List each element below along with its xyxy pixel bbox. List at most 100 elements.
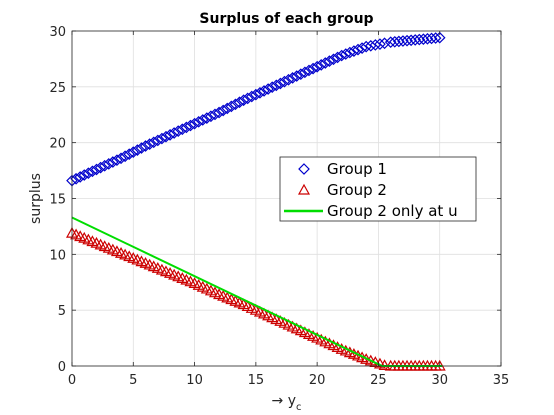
data-point [119, 150, 131, 163]
x-tick-label: 10 [186, 373, 203, 388]
data-point [319, 57, 332, 69]
x-tick-label: 5 [129, 373, 137, 388]
data-point [258, 85, 270, 97]
data-point [274, 77, 287, 90]
data-point [82, 167, 95, 180]
data-point [348, 45, 360, 57]
data-point [90, 163, 103, 176]
y-tick-label: 10 [49, 248, 66, 263]
data-point [254, 86, 266, 99]
data-point [315, 59, 328, 71]
data-point [74, 171, 87, 183]
legend-symbol-group-2 [297, 183, 311, 195]
data-point [352, 43, 364, 56]
data-point [160, 130, 172, 143]
data-point [205, 110, 217, 123]
data-point [139, 140, 152, 152]
legend-label-group-2: Group 2 [327, 181, 387, 199]
data-point [192, 115, 205, 128]
data-point [70, 172, 82, 185]
data-point [217, 104, 230, 117]
data-point [151, 134, 164, 147]
data-point [184, 119, 197, 132]
data-point [307, 62, 319, 75]
data-point [94, 161, 107, 174]
data-point [360, 40, 373, 53]
data-point [135, 142, 148, 154]
legend-marker-diamond [298, 163, 310, 175]
x-axis-title-main: → y [272, 393, 296, 409]
data-point [229, 98, 242, 111]
data-point [282, 73, 295, 86]
data-point [86, 165, 99, 178]
data-point [278, 75, 291, 88]
data-point [294, 68, 307, 81]
y-axis-title: surplus [28, 173, 44, 224]
x-tick-label: 0 [68, 373, 76, 388]
x-tick-label: 30 [431, 373, 448, 388]
x-axis-title: → yc [272, 393, 302, 413]
data-point [115, 152, 127, 165]
data-point [188, 117, 201, 130]
data-point [172, 125, 185, 137]
data-point [107, 156, 119, 168]
data-point [200, 112, 213, 124]
data-point [374, 38, 386, 50]
data-point [378, 37, 391, 50]
data-point [156, 132, 168, 145]
data-point [143, 138, 156, 151]
legend-label-group-2-only-at-u: Group 2 only at u [327, 202, 458, 220]
x-tick-label: 20 [309, 373, 326, 388]
data-point [147, 136, 160, 149]
data-point [102, 158, 115, 170]
data-point [369, 39, 382, 51]
data-point [331, 51, 344, 64]
data-point [180, 121, 193, 134]
legend-symbol-group-1 [298, 163, 310, 175]
data-point [213, 106, 225, 119]
data-point [262, 83, 274, 95]
data-point [270, 79, 283, 92]
y-tick-label: 30 [49, 25, 66, 40]
data-point [303, 64, 315, 77]
data-point [98, 159, 111, 172]
x-axis-title-subscript: c [296, 402, 302, 413]
data-point [168, 127, 180, 139]
data-point [241, 92, 254, 105]
y-tick-label: 5 [58, 304, 66, 319]
data-point [127, 146, 140, 159]
data-point [209, 108, 221, 121]
x-tick-label: 35 [493, 373, 510, 388]
series-layer [65, 31, 446, 371]
chart-title: Surplus of each group [199, 11, 373, 27]
data-point [339, 48, 352, 60]
y-tick-label: 0 [58, 360, 66, 375]
ticks: 0 5 10 15 20 25 30 35 0 5 10 15 20 25 30 [49, 25, 509, 388]
data-point [364, 39, 377, 52]
data-point [335, 49, 348, 62]
legend-label-group-1: Group 1 [327, 160, 387, 178]
data-point [225, 100, 238, 113]
data-point [343, 46, 356, 59]
data-point [299, 66, 311, 79]
y-tick-label: 15 [49, 193, 66, 208]
data-point [290, 70, 303, 82]
data-point [131, 144, 144, 156]
y-tick-label: 25 [49, 81, 66, 96]
data-point [123, 148, 136, 161]
data-point [286, 72, 299, 84]
data-point [245, 90, 258, 103]
data-point [250, 88, 262, 101]
data-point [164, 129, 176, 141]
data-point [311, 60, 323, 73]
y-tick-label: 20 [49, 137, 66, 152]
legend: Group 1 Group 2 Group 2 only at u [279, 156, 477, 222]
data-point [78, 169, 91, 181]
data-point [221, 102, 234, 115]
data-point [356, 42, 368, 54]
data-point [327, 53, 340, 66]
legend-marker-triangle [297, 183, 311, 195]
data-point [237, 94, 250, 107]
data-point [233, 96, 246, 109]
